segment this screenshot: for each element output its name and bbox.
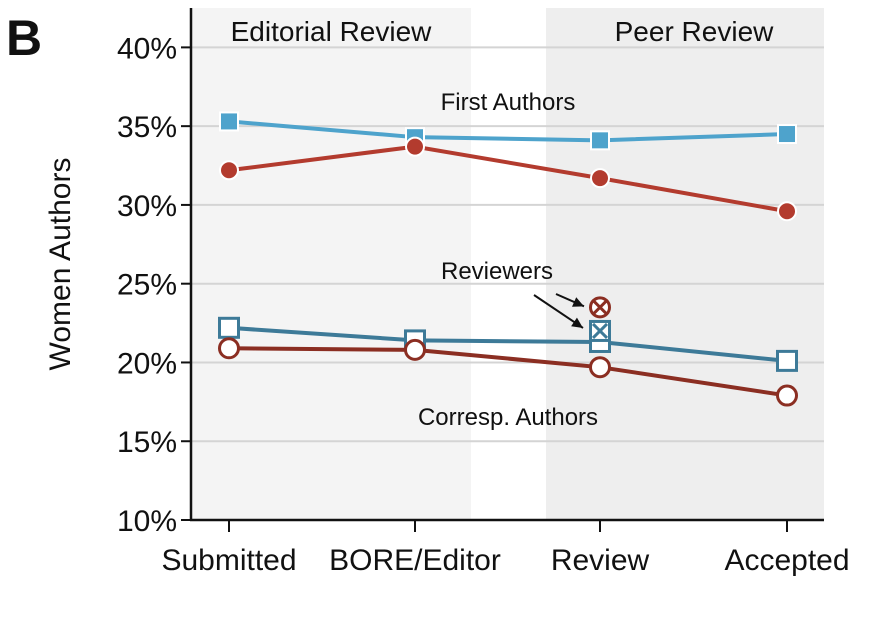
x-tick-label: Review <box>551 544 650 577</box>
arrow-head <box>572 297 584 307</box>
y-axis-title: Women Authors <box>44 158 77 371</box>
y-tick-label: 40% <box>117 32 177 65</box>
data-point-square <box>777 124 797 145</box>
y-tick-label: 20% <box>117 347 177 380</box>
y-tick-label: 25% <box>117 269 177 302</box>
reviewer-cross-line <box>591 299 609 316</box>
arrow-head <box>571 317 583 328</box>
y-tick-label: 30% <box>117 190 177 223</box>
peer-review-label: Peer Review <box>615 16 775 47</box>
y-tick-label: 10% <box>117 505 177 538</box>
data-point-open-circle <box>589 356 611 379</box>
editorial-review-region <box>191 8 471 520</box>
first-authors-annotation: First Authors <box>441 89 576 116</box>
series-line <box>228 119 788 143</box>
reviewer-cross-line <box>591 322 609 340</box>
y-tick-label: 35% <box>117 111 177 144</box>
data-point-square <box>219 111 239 132</box>
data-point-circle <box>777 201 797 222</box>
data-point-circle <box>219 160 239 181</box>
x-tick-label: Accepted <box>724 544 849 577</box>
series-line <box>228 144 788 214</box>
series-line <box>228 346 788 398</box>
panel-letter: B <box>6 10 42 66</box>
data-point-circle <box>590 168 610 189</box>
x-axis-ticks: Submitted BORE/Editor Review Accepted <box>161 520 850 577</box>
data-point-open-circle <box>218 337 240 360</box>
editorial-review-label: Editorial Review <box>231 16 433 47</box>
x-tick-label: BORE/Editor <box>329 544 501 577</box>
data-point-open-square <box>776 349 798 372</box>
series-line <box>228 325 788 363</box>
data-point-open-square <box>218 316 240 339</box>
y-axis-ticks: 10% 15% 20% 25% 30% 35% 40% <box>117 32 191 538</box>
peer-review-region <box>546 8 824 520</box>
data-point-circle <box>405 136 425 157</box>
data-point-open-circle <box>776 384 798 407</box>
reviewer-arrows <box>533 293 585 329</box>
x-tick-label: Submitted <box>161 544 296 577</box>
data-point-open-circle <box>404 338 426 361</box>
corresp-authors-annotation: Corresp. Authors <box>418 404 598 431</box>
series-layer <box>218 111 798 407</box>
y-tick-label: 15% <box>117 426 177 459</box>
reviewers-annotation: Reviewers <box>441 258 553 285</box>
data-point-square <box>590 130 610 151</box>
